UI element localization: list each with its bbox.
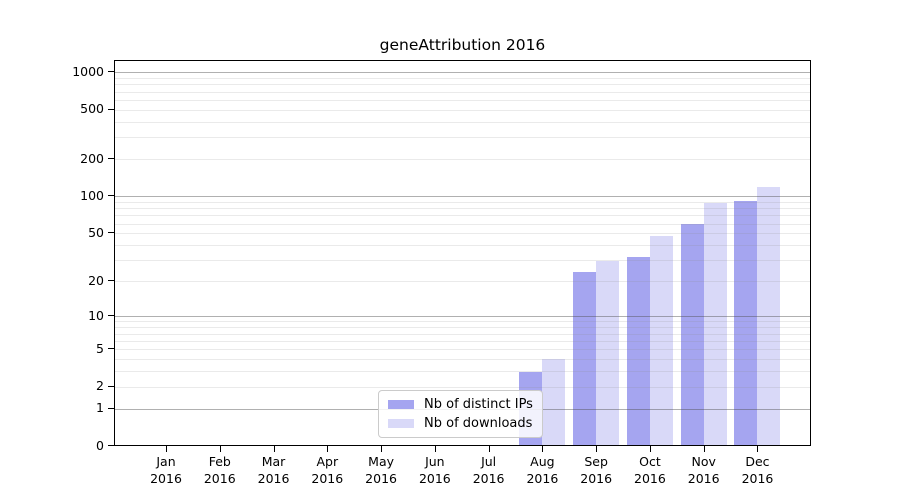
bar-dec-downloads <box>757 186 781 445</box>
x-tick-may <box>381 446 383 452</box>
y-tick-label-500: 500 <box>80 101 104 117</box>
y-tick-500 <box>108 108 114 110</box>
x-tick-label-nov: Nov 2016 <box>687 454 720 486</box>
gridline-major-10 <box>115 316 810 318</box>
plot-area <box>114 60 811 446</box>
gridline-major-100 <box>115 196 810 198</box>
y-tick-label-200: 200 <box>80 150 104 166</box>
gridline-minor-4 <box>115 358 810 360</box>
y-tick-label-2: 2 <box>96 378 104 394</box>
x-tick-feb <box>219 446 221 452</box>
x-tick-dec <box>757 446 759 452</box>
bar-sep-downloads <box>596 260 620 445</box>
x-tick-oct <box>649 446 651 452</box>
x-tick-apr <box>327 446 329 452</box>
x-tick-label-jul: Jul 2016 <box>472 454 505 486</box>
bar-nov-downloads <box>703 203 727 445</box>
legend: Nb of distinct IPs Nb of downloads <box>378 390 543 438</box>
legend-swatch-ips <box>388 400 414 409</box>
x-tick-jul <box>488 446 490 452</box>
gridline-minor-2 <box>115 386 810 388</box>
gridline-minor-200 <box>115 159 810 161</box>
gridline-minor-60 <box>115 223 810 225</box>
x-tick-label-jun: Jun 2016 <box>418 454 451 486</box>
chart-title: geneAttribution 2016 <box>379 36 546 54</box>
bar-aug-downloads <box>542 359 566 445</box>
gridline-minor-800 <box>115 84 810 86</box>
legend-label-downloads: Nb of downloads <box>424 416 533 431</box>
y-tick-label-1: 1 <box>96 400 104 415</box>
x-tick-nov <box>703 446 705 452</box>
y-tick-1 <box>108 407 114 409</box>
x-tick-label-aug: Aug 2016 <box>526 454 559 486</box>
y-tick-label-100: 100 <box>80 187 104 203</box>
legend-row-ips: Nb of distinct IPs <box>388 397 542 412</box>
gridline-minor-300 <box>115 137 810 139</box>
y-tick-label-50: 50 <box>88 224 104 240</box>
gridline-minor-600 <box>115 99 810 101</box>
x-tick-jun <box>434 446 436 452</box>
bar-dec-ips <box>734 201 758 445</box>
gridline-minor-900 <box>115 77 810 79</box>
y-tick-1000 <box>108 71 114 73</box>
x-tick-aug <box>542 446 544 452</box>
y-tick-label-0: 0 <box>96 437 104 453</box>
x-tick-sep <box>596 446 598 452</box>
x-tick-label-apr: Apr 2016 <box>311 454 344 486</box>
x-tick-label-sep: Sep 2016 <box>580 454 613 486</box>
y-tick-200 <box>108 158 114 160</box>
bar-nov-ips <box>680 224 704 445</box>
x-tick-label-dec: Dec 2016 <box>741 454 774 486</box>
gridline-minor-80 <box>115 208 810 210</box>
gridline-minor-700 <box>115 91 810 93</box>
y-tick-label-20: 20 <box>88 272 104 288</box>
bar-oct-downloads <box>649 235 673 445</box>
y-tick-20 <box>108 280 114 282</box>
y-tick-100 <box>108 195 114 197</box>
gridline-minor-9 <box>115 321 810 323</box>
y-tick-label-5: 5 <box>96 340 104 356</box>
gridline-minor-30 <box>115 260 810 262</box>
x-tick-label-feb: Feb 2016 <box>203 454 236 486</box>
y-tick-label-1000: 1000 <box>72 63 104 79</box>
y-tick-10 <box>108 315 114 317</box>
gridline-minor-6 <box>115 340 810 342</box>
y-tick-50 <box>108 232 114 234</box>
legend-swatch-downloads <box>388 419 414 428</box>
gridline-minor-40 <box>115 245 810 247</box>
x-tick-label-may: May 2016 <box>365 454 397 486</box>
gridline-minor-500 <box>115 109 810 111</box>
y-tick-0 <box>108 445 114 446</box>
bar-oct-ips <box>626 257 650 445</box>
gridline-minor-20 <box>115 281 810 283</box>
x-tick-mar <box>273 446 275 452</box>
gridline-minor-3 <box>115 371 810 372</box>
x-tick-label-jan: Jan 2016 <box>150 454 182 486</box>
y-tick-5 <box>108 348 114 350</box>
x-tick-jan <box>166 446 167 452</box>
legend-label-ips: Nb of distinct IPs <box>424 397 533 412</box>
gridline-minor-50 <box>115 233 810 235</box>
gridline-minor-8 <box>115 327 810 329</box>
bar-sep-ips <box>573 272 597 445</box>
gridline-minor-400 <box>115 121 810 123</box>
gridline-minor-70 <box>115 215 810 217</box>
x-tick-label-mar: Mar 2016 <box>257 454 290 486</box>
y-tick-label-10: 10 <box>88 307 104 323</box>
x-tick-label-oct: Oct 2016 <box>634 454 666 486</box>
gridline-major-1000 <box>115 72 810 74</box>
gridline-minor-5 <box>115 349 810 351</box>
y-tick-2 <box>108 385 114 387</box>
legend-row-downloads: Nb of downloads <box>388 416 542 431</box>
gridline-minor-7 <box>115 333 810 335</box>
gridline-minor-90 <box>115 201 810 203</box>
